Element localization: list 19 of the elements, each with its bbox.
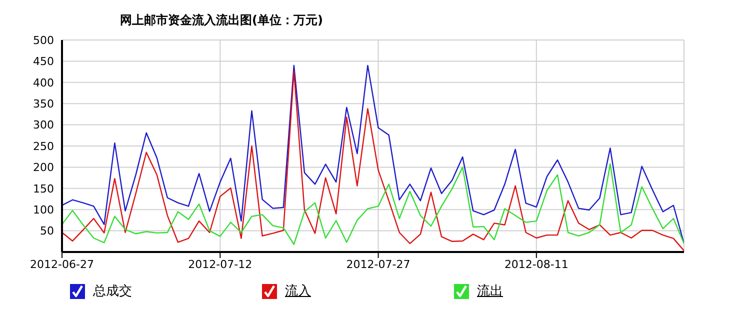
- y-tick-label: 350: [33, 98, 54, 111]
- y-tick-label: 300: [33, 118, 54, 132]
- y-tick-label: 50: [40, 224, 54, 238]
- y-tick-label: 150: [33, 182, 54, 196]
- legend-label: 总成交: [93, 283, 132, 300]
- x-tick-label: 2012-07-27: [346, 258, 410, 271]
- y-tick-label: 500: [33, 34, 54, 47]
- legend-label: 流入: [285, 283, 311, 300]
- y-tick-label: 200: [33, 161, 54, 174]
- x-tick-label: 2012-08-11: [504, 258, 568, 271]
- y-tick-label: 450: [33, 55, 54, 68]
- x-tick-label: 2012-06-27: [30, 258, 94, 271]
- legend-label: 流出: [477, 283, 503, 300]
- x-tick-label: 2012-07-12: [188, 258, 252, 271]
- line-series: [62, 163, 684, 245]
- y-tick-label: 100: [33, 204, 54, 217]
- chart-title: 网上邮市资金流入流出图(单位：万元): [120, 12, 324, 29]
- y-tick-label: 400: [33, 76, 54, 90]
- y-tick-label: 250: [33, 140, 54, 153]
